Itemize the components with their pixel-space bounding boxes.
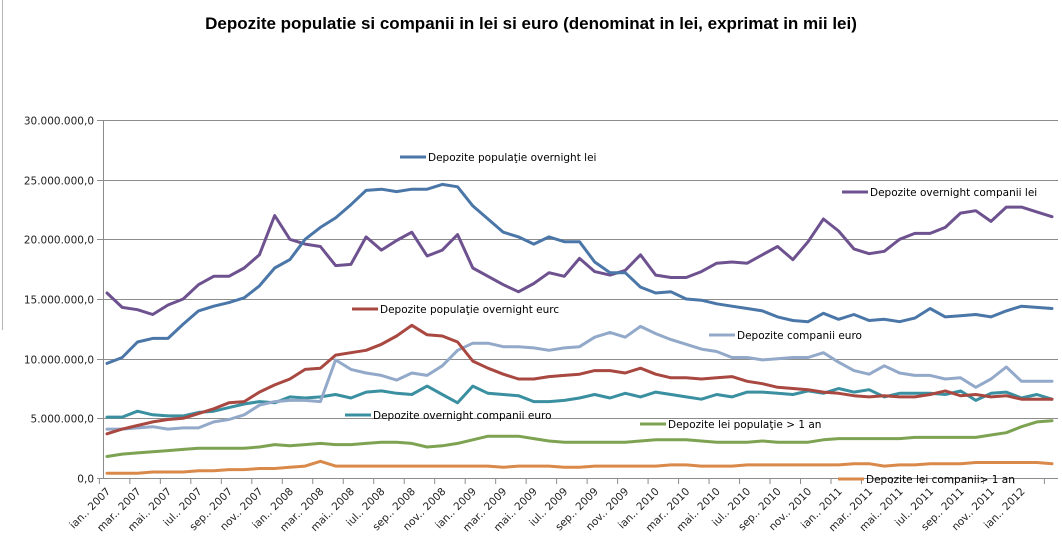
series-lines [105, 182, 1054, 475]
y-tick-label: 15.000.000,0 [24, 295, 94, 307]
y-tick-label: 10.000.000,0 [24, 355, 94, 367]
legend-label: Depozite companii euro [737, 330, 862, 342]
series-line-3 [105, 324, 1054, 431]
y-tick-label: 0,0 [77, 474, 94, 486]
axes [97, 120, 1058, 484]
y-tick-label: 25.000.000,0 [24, 176, 94, 188]
series-line-0 [105, 182, 1054, 365]
legend-label: Depozite lei companii> 1 an [866, 474, 1015, 486]
legend-label: Depozite overnight companii euro [373, 410, 552, 422]
series-line-1 [105, 205, 1054, 316]
legend-label: Depozite populaţie overnight lei [428, 152, 596, 164]
chart-title: Depozite populatie si companii in lei si… [205, 14, 857, 33]
frame-border [2, 0, 3, 330]
legend-label: Depozite lei populaţie > 1 an [668, 419, 821, 431]
y-tick-label: 20.000.000,0 [24, 235, 94, 247]
legend-labels: Depozite populaţie overnight lei Depozite… [345, 152, 1037, 486]
legend-label: Depozite populaţie overnight eurc [380, 304, 559, 316]
series-line-5 [105, 419, 1054, 458]
legend-label: Depozite overnight companii lei [870, 187, 1037, 199]
y-tick-label: 30.000.000,0 [24, 116, 94, 128]
series-line-6 [105, 459, 1054, 475]
series-line-2 [105, 323, 1054, 436]
y-tick-label: 5.000.000,0 [31, 414, 94, 426]
y-tick-labels: 0,0 5.000.000,0 10.000.000,0 15.000.000,0 20… [24, 116, 94, 486]
gridlines [103, 120, 1058, 419]
series-line-4 [105, 384, 1054, 419]
